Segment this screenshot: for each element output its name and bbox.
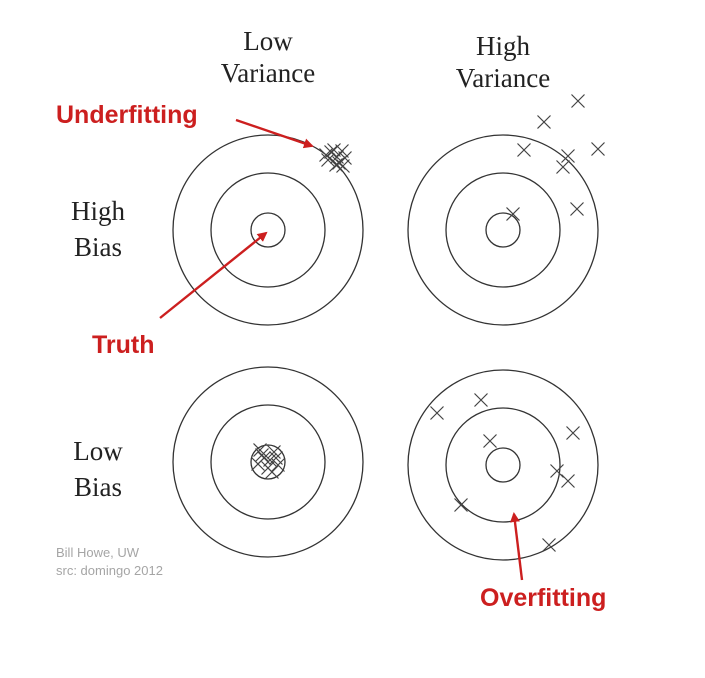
x-mark (332, 156, 346, 170)
bullseye (250, 444, 286, 480)
target-low-variance-low-bias (172, 366, 364, 558)
x-mark (550, 464, 564, 478)
shot-marks (251, 94, 605, 552)
x-mark (517, 143, 531, 157)
x-mark (561, 149, 575, 163)
x-mark (253, 443, 267, 457)
target-high-variance-high-bias (407, 134, 599, 326)
x-mark (327, 143, 341, 157)
underfitting-label: Underfitting (56, 101, 198, 129)
credit-author: Bill Howe, UW (56, 545, 140, 560)
x-mark (454, 498, 468, 512)
outer-ring (407, 369, 599, 561)
high-variance-high-bias-scatter (506, 94, 605, 221)
bullseye (250, 212, 286, 248)
x-mark (255, 448, 269, 462)
overfitting-label: Overfitting (480, 584, 606, 612)
underfitting-cluster (319, 143, 352, 173)
x-mark (571, 94, 585, 108)
x-mark (561, 474, 575, 488)
low-variance-low-bias-cluster (251, 443, 285, 479)
header-high-bias-line2: Bias (74, 232, 122, 262)
bullseye (485, 447, 521, 483)
target-high-variance-low-bias (407, 369, 599, 561)
x-mark (591, 142, 605, 156)
outer-ring (172, 134, 364, 326)
high-variance-low-bias-scatter (430, 393, 580, 552)
x-mark (257, 451, 271, 465)
header-low-bias-line1: Low (73, 436, 123, 466)
header-high-variance-line1: High (476, 31, 531, 61)
header-low-variance-line1: Low (243, 26, 293, 56)
x-mark (338, 151, 352, 165)
middle-ring (445, 407, 561, 523)
middle-ring (445, 172, 561, 288)
x-mark (474, 393, 488, 407)
outer-ring (407, 134, 599, 326)
x-mark (570, 202, 584, 216)
x-mark (269, 451, 283, 465)
outer-ring (172, 366, 364, 558)
x-mark (542, 538, 556, 552)
middle-ring (210, 404, 326, 520)
underfitting-arrow (235, 118, 314, 149)
header-high-bias-line1: High (71, 196, 126, 226)
x-mark (319, 148, 333, 162)
x-mark (483, 434, 497, 448)
x-mark (321, 153, 335, 167)
x-mark (506, 207, 520, 221)
header-low-bias-line2: Bias (74, 472, 122, 502)
x-mark (537, 115, 551, 129)
overfitting-arrow (509, 512, 524, 581)
truth-arrow (159, 231, 268, 319)
x-mark (556, 160, 570, 174)
bullseye (485, 212, 521, 248)
middle-ring (210, 172, 326, 288)
credit-source: src: domingo 2012 (56, 563, 163, 578)
header-high-variance-line2: Variance (456, 63, 550, 93)
header-low-variance-line2: Variance (221, 58, 315, 88)
x-mark (265, 465, 279, 479)
x-mark (336, 159, 350, 173)
x-mark (430, 406, 444, 420)
x-mark (566, 426, 580, 440)
truth-label: Truth (92, 331, 155, 359)
target-low-variance-high-bias (172, 134, 364, 326)
